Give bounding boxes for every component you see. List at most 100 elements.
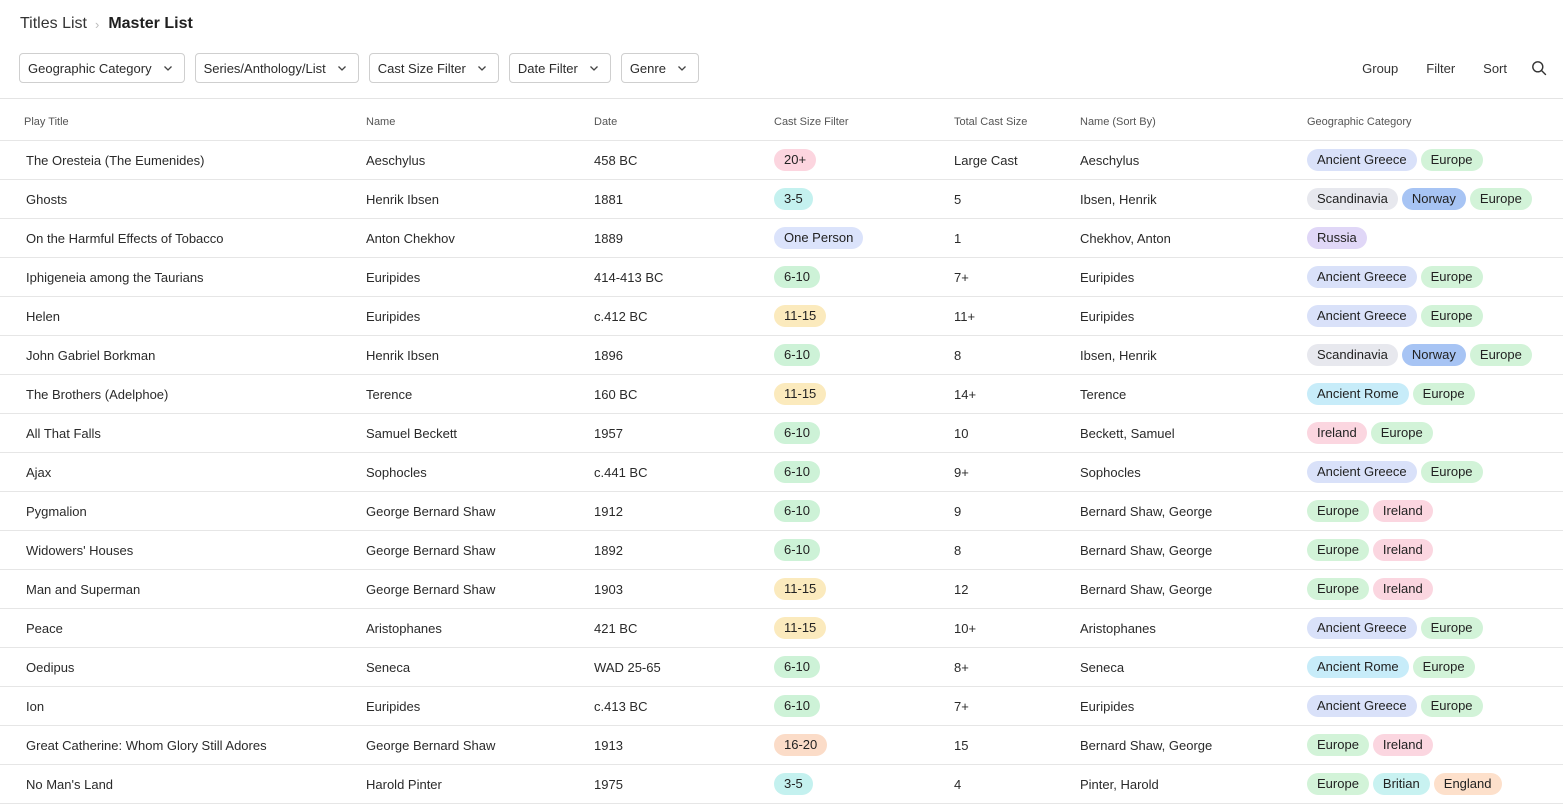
table-row[interactable]: Peace Aristophanes 421 BC 11-15 10+ Aristopha… (0, 608, 1563, 648)
column-header-total-cast-size[interactable]: Total Cast Size (954, 104, 1080, 141)
geo-chip: Norway (1401, 344, 1466, 366)
cell-play-title: Helen (0, 296, 366, 336)
filter-date[interactable]: Date Filter (508, 53, 611, 83)
search-icon[interactable] (1531, 60, 1547, 76)
cell-name-sort-by: Euripides (1080, 686, 1307, 726)
table-row[interactable]: Oedipus Seneca WAD 25-65 6-10 8+ Seneca Ancien… (0, 647, 1563, 687)
cell-geographic-category: Europe Ireland (1307, 530, 1563, 570)
toolbar: Group Filter Sort (1362, 57, 1547, 79)
cast-size-chip: 3-5 (774, 188, 813, 210)
column-header-date[interactable]: Date (594, 104, 774, 141)
table-row[interactable]: The Brothers (Adelphoe) Terence 160 BC 11-1… (0, 374, 1563, 414)
geo-chip: Europe (1420, 149, 1483, 171)
cell-geographic-category: Ancient Greece Europe (1307, 608, 1563, 648)
cast-size-chip: 20+ (774, 149, 817, 171)
cell-date: 1892 (594, 530, 774, 570)
cast-size-chip: 6-10 (774, 461, 821, 483)
filter-series-anthology-list[interactable]: Series/Anthology/List (194, 53, 359, 83)
cell-total-cast-size: 15 (954, 725, 1080, 765)
geo-chip: Ancient Greece (1307, 695, 1417, 717)
cell-cast-size-filter: 11-15 (774, 374, 954, 414)
geo-chip: Britian (1372, 773, 1430, 795)
chevron-down-icon (477, 66, 486, 71)
cell-play-title: Ion (0, 686, 366, 726)
column-header-play-title[interactable]: Play Title (0, 104, 366, 141)
cast-size-chip: 11-15 (774, 617, 827, 639)
table-row[interactable]: Widowers' Houses George Bernard Shaw 1892 6… (0, 530, 1563, 570)
cell-name-sort-by: Bernard Shaw, George (1080, 530, 1307, 570)
chevron-down-icon (337, 66, 346, 71)
filter-label: Geographic Category (28, 60, 152, 76)
table-row[interactable]: On the Harmful Effects of Tobacco Anton C… (0, 218, 1563, 258)
cell-geographic-category: Europe Ireland (1307, 569, 1563, 609)
cell-play-title: Oedipus (0, 647, 366, 687)
cell-cast-size-filter: 16-20 (774, 725, 954, 765)
column-header-name-sort-by[interactable]: Name (Sort By) (1080, 104, 1307, 141)
table-row[interactable]: Iphigeneia among the Taurians Euripides 41… (0, 257, 1563, 297)
geo-chip: Europe (1469, 188, 1532, 210)
filter-geographic-category[interactable]: Geographic Category (19, 53, 185, 83)
table-row[interactable]: Pygmalion George Bernard Shaw 1912 6-10 9 Ber… (0, 491, 1563, 531)
cell-geographic-category: Ancient Greece Europe (1307, 257, 1563, 297)
cell-play-title: On the Harmful Effects of Tobacco (0, 218, 366, 258)
cell-cast-size-filter: 6-10 (774, 413, 954, 453)
sort-button[interactable]: Sort (1483, 60, 1507, 76)
cell-geographic-category: Europe Ireland (1307, 491, 1563, 531)
cell-geographic-category: Ancient Greece Europe (1307, 686, 1563, 726)
table-row[interactable]: Ghosts Henrik Ibsen 1881 3-5 5 Ibsen, Henrik S… (0, 179, 1563, 219)
cell-date: 1903 (594, 569, 774, 609)
cell-geographic-category: Russia (1307, 218, 1563, 258)
cell-date: 160 BC (594, 374, 774, 414)
cell-geographic-category: Ancient Rome Europe (1307, 647, 1563, 687)
chevron-down-icon (677, 66, 686, 71)
cell-geographic-category: Ancient Greece Europe (1307, 296, 1563, 336)
geo-chip: Europe (1307, 773, 1369, 795)
column-header-geographic-category[interactable]: Geographic Category (1307, 104, 1563, 141)
geo-chip: Ancient Rome (1307, 656, 1409, 678)
table-row[interactable]: The Oresteia (The Eumenides) Aeschylus 458… (0, 140, 1563, 180)
cell-geographic-category: Scandinavia Norway Europe (1307, 335, 1563, 375)
cell-name: Anton Chekhov (366, 218, 594, 258)
cast-size-chip: 6-10 (774, 695, 821, 717)
cell-date: 1957 (594, 413, 774, 453)
cell-name: Terence (366, 374, 594, 414)
filter-genre[interactable]: Genre (620, 53, 699, 83)
cell-total-cast-size: 1 (954, 218, 1080, 258)
table-row[interactable]: Man and Superman George Bernard Shaw 1903 1… (0, 569, 1563, 609)
group-button[interactable]: Group (1362, 60, 1399, 76)
breadcrumb-parent[interactable]: Titles List (20, 15, 87, 32)
cell-date: WAD 25-65 (594, 647, 774, 687)
cell-name-sort-by: Bernard Shaw, George (1080, 569, 1307, 609)
geo-chip: Europe (1307, 734, 1369, 756)
geo-chip: Scandinavia (1307, 188, 1398, 210)
column-header-name[interactable]: Name (366, 104, 594, 141)
cell-play-title: Pygmalion (0, 491, 366, 531)
table-row[interactable]: Great Catherine: Whom Glory Still Adores… (0, 725, 1563, 765)
cell-name: Henrik Ibsen (366, 179, 594, 219)
column-header-cast-size-filter[interactable]: Cast Size Filter (774, 104, 954, 141)
geo-chip: Ireland (1372, 578, 1433, 600)
table-body: The Oresteia (The Eumenides) Aeschylus 458… (0, 140, 1563, 804)
filter-label: Cast Size Filter (377, 60, 466, 76)
table-row[interactable]: Helen Euripides c.412 BC 11-15 11+ Euripides A… (0, 296, 1563, 336)
cell-cast-size-filter: 6-10 (774, 335, 954, 375)
cell-play-title: Ajax (0, 452, 366, 492)
table-row[interactable]: Ion Euripides c.413 BC 6-10 7+ Euripides Ancie… (0, 686, 1563, 726)
cell-cast-size-filter: 3-5 (774, 179, 954, 219)
geo-chip: Russia (1307, 227, 1367, 249)
table-row[interactable]: Ajax Sophocles c.441 BC 6-10 9+ Sophocles Anci… (0, 452, 1563, 492)
cell-name: Euripides (366, 257, 594, 297)
cell-total-cast-size: 8+ (954, 647, 1080, 687)
filter-cast-size[interactable]: Cast Size Filter (368, 53, 499, 83)
cast-size-chip: 11-15 (774, 578, 827, 600)
cell-cast-size-filter: 11-15 (774, 608, 954, 648)
filter-button[interactable]: Filter (1426, 60, 1456, 76)
table-row[interactable]: All That Falls Samuel Beckett 1957 6-10 10 Be… (0, 413, 1563, 453)
geo-chip: Europe (1420, 695, 1483, 717)
geo-chip: Europe (1412, 656, 1475, 678)
cell-cast-size-filter: 6-10 (774, 530, 954, 570)
table-row[interactable]: No Man's Land Harold Pinter 1975 3-5 4 Pinter… (0, 764, 1563, 804)
geo-chip: Ireland (1307, 422, 1367, 444)
table-row[interactable]: John Gabriel Borkman Henrik Ibsen 1896 6-10… (0, 335, 1563, 375)
cell-play-title: Iphigeneia among the Taurians (0, 257, 366, 297)
